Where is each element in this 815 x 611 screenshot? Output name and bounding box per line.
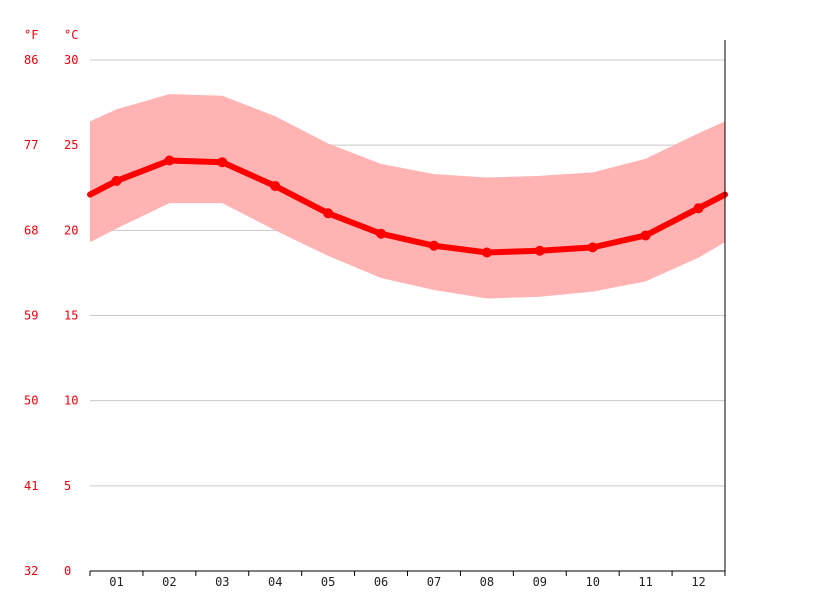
- average-temperature-line: [87, 157, 728, 256]
- y-tick-celsius: 15: [64, 309, 78, 323]
- data-point: [164, 155, 175, 166]
- data-point: [587, 242, 598, 253]
- axes: [89, 40, 726, 576]
- x-axis-labels: 01 02 03 04 05 06 07 08 09 10 11 12: [109, 575, 706, 589]
- x-tick-label: 08: [480, 575, 494, 589]
- x-tick-label: 09: [533, 575, 547, 589]
- data-point: [481, 247, 492, 258]
- x-tick-label: 12: [691, 575, 705, 589]
- y-tick-fahrenheit: 32: [24, 564, 38, 578]
- y-tick-fahrenheit: 50: [24, 394, 38, 408]
- y-tick-fahrenheit: 59: [24, 309, 38, 323]
- y-tick-celsius: 0: [64, 564, 71, 578]
- data-point: [323, 208, 334, 219]
- temperature-range-band: [90, 94, 725, 299]
- fahrenheit-unit-label: °F: [24, 28, 38, 42]
- x-tick-label: 04: [268, 575, 282, 589]
- y-tick-fahrenheit: 86: [24, 53, 38, 67]
- data-point: [640, 230, 651, 241]
- x-tick-label: 10: [585, 575, 599, 589]
- y-tick-celsius: 5: [64, 479, 71, 493]
- y-axis-labels: 0 32 5 41 10 50 15 59 20 68 25 77 30 86: [24, 53, 78, 578]
- x-tick-label: 11: [638, 575, 652, 589]
- y-tick-celsius: 30: [64, 53, 78, 67]
- data-points: [111, 155, 704, 258]
- x-tick-label: 07: [427, 575, 441, 589]
- y-tick-fahrenheit: 68: [24, 223, 38, 237]
- data-point: [111, 175, 122, 186]
- y-tick-celsius: 10: [64, 394, 78, 408]
- y-tick-fahrenheit: 77: [24, 138, 38, 152]
- x-tick-label: 05: [321, 575, 335, 589]
- x-tick-label: 01: [109, 575, 123, 589]
- data-point: [428, 240, 439, 251]
- x-tick-label: 02: [162, 575, 176, 589]
- y-tick-celsius: 25: [64, 138, 78, 152]
- data-point: [693, 203, 704, 214]
- y-tick-fahrenheit: 41: [24, 479, 38, 493]
- data-point: [270, 181, 281, 192]
- data-point: [534, 245, 545, 256]
- celsius-unit-label: °C: [64, 28, 78, 42]
- data-point: [376, 228, 387, 239]
- y-tick-celsius: 20: [64, 223, 78, 237]
- x-tick-label: 06: [374, 575, 388, 589]
- x-tick-label: 03: [215, 575, 229, 589]
- data-point: [217, 157, 228, 168]
